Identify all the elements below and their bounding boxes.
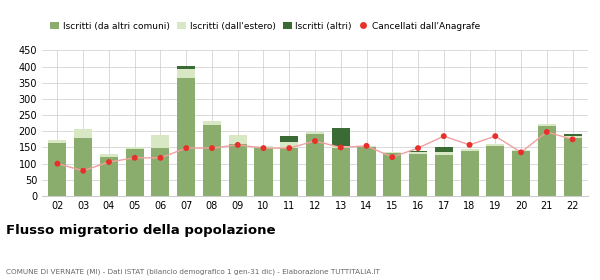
Bar	[461, 149, 479, 151]
Point	[233, 143, 242, 147]
Bar	[383, 152, 401, 153]
Bar	[306, 134, 324, 196]
Bar	[332, 128, 350, 146]
Bar	[177, 78, 195, 196]
Bar	[203, 125, 221, 196]
Point	[259, 146, 268, 150]
Point	[130, 156, 140, 160]
Bar	[280, 142, 298, 148]
Bar	[332, 146, 350, 148]
Bar	[332, 148, 350, 196]
Point	[542, 130, 551, 134]
Point	[104, 160, 114, 164]
Point	[388, 155, 397, 159]
Text: Flusso migratorio della popolazione: Flusso migratorio della popolazione	[6, 224, 275, 237]
Point	[53, 161, 62, 166]
Bar	[74, 138, 92, 196]
Bar	[435, 155, 453, 196]
Text: COMUNE DI VERNATE (MI) - Dati ISTAT (bilancio demografico 1 gen-31 dic) - Elabor: COMUNE DI VERNATE (MI) - Dati ISTAT (bil…	[6, 269, 380, 275]
Bar	[512, 150, 530, 151]
Bar	[409, 151, 427, 152]
Bar	[100, 157, 118, 196]
Point	[79, 169, 88, 173]
Bar	[177, 66, 195, 69]
Point	[568, 137, 577, 142]
Bar	[229, 144, 247, 196]
Bar	[563, 138, 581, 196]
Bar	[409, 154, 427, 196]
Bar	[486, 146, 504, 196]
Bar	[409, 152, 427, 154]
Point	[207, 146, 217, 150]
Bar	[563, 134, 581, 136]
Point	[284, 146, 294, 150]
Bar	[358, 148, 376, 196]
Bar	[126, 149, 144, 196]
Bar	[383, 153, 401, 196]
Point	[362, 144, 371, 148]
Bar	[254, 146, 272, 148]
Bar	[151, 148, 169, 196]
Point	[310, 139, 320, 143]
Point	[336, 145, 346, 150]
Point	[490, 134, 500, 138]
Bar	[358, 146, 376, 148]
Bar	[435, 152, 453, 155]
Bar	[512, 151, 530, 196]
Bar	[254, 148, 272, 196]
Legend: Iscritti (da altri comuni), Iscritti (dall'estero), Iscritti (altri), Cancellati: Iscritti (da altri comuni), Iscritti (da…	[47, 18, 484, 34]
Point	[439, 134, 449, 138]
Point	[155, 156, 165, 160]
Point	[465, 143, 475, 147]
Bar	[177, 69, 195, 78]
Bar	[74, 129, 92, 138]
Bar	[538, 127, 556, 196]
Bar	[486, 144, 504, 146]
Bar	[49, 140, 67, 143]
Bar	[49, 143, 67, 196]
Bar	[280, 136, 298, 142]
Point	[181, 146, 191, 150]
Bar	[563, 136, 581, 138]
Point	[413, 146, 423, 150]
Bar	[100, 154, 118, 157]
Point	[516, 150, 526, 155]
Bar	[538, 124, 556, 127]
Bar	[151, 134, 169, 148]
Bar	[203, 121, 221, 125]
Bar	[280, 148, 298, 196]
Bar	[229, 134, 247, 144]
Bar	[461, 151, 479, 196]
Bar	[306, 132, 324, 134]
Bar	[126, 148, 144, 149]
Bar	[435, 147, 453, 152]
